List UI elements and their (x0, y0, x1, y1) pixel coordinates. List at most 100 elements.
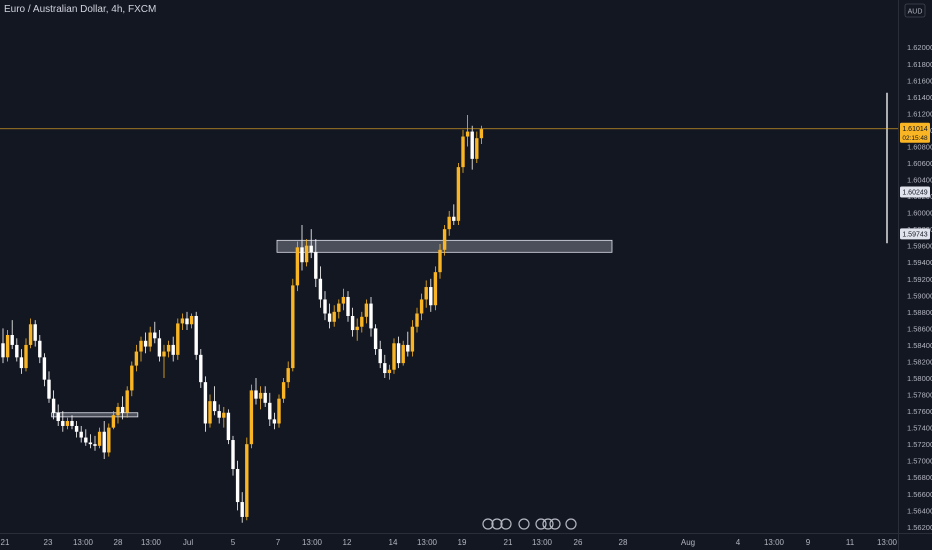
candle-body-72 (332, 311, 336, 322)
price-badge-2 (900, 228, 930, 240)
price-tick-2: 1.61600 (907, 76, 932, 85)
candle-body-76 (350, 315, 355, 331)
currency-badge[interactable]: AUD (904, 3, 926, 18)
candle-body-89 (410, 326, 415, 352)
candle-body-15 (70, 421, 74, 426)
candle-body-92 (424, 287, 428, 300)
price-tick-15: 1.59000 (907, 291, 932, 300)
candle-body-68 (314, 252, 318, 279)
price-tick-29: 1.56200 (907, 523, 932, 532)
candle-body-39 (180, 318, 185, 324)
candle-body-5 (24, 344, 28, 369)
candle-body-98 (452, 216, 456, 221)
candle-body-12 (56, 412, 60, 422)
candle-body-14 (65, 421, 70, 426)
price-badge-label-1: 1.60249 (902, 190, 927, 197)
chart-title: Euro / Australian Dollar, 4h, FXCM (4, 4, 157, 15)
price-tick-21: 1.57800 (907, 391, 932, 400)
candle-body-35 (162, 351, 166, 357)
candle-body-25 (116, 406, 120, 416)
price-tick-12: 1.59600 (907, 242, 932, 251)
time-tick-3: 28 (114, 538, 123, 547)
candle-body-51 (235, 468, 240, 503)
time-tick-4: 13:00 (141, 538, 162, 547)
time-tick-11: 13:00 (417, 538, 438, 547)
candle-body-42 (194, 315, 198, 355)
price-zones (51, 239, 613, 418)
candle-body-13 (61, 421, 65, 426)
time-tick-15: 26 (574, 538, 583, 547)
candle-body-3 (15, 344, 19, 358)
candle-body-69 (318, 278, 323, 300)
price-tick-20: 1.58000 (907, 374, 932, 383)
candle-body-101 (465, 131, 470, 137)
candle-body-59 (272, 419, 277, 424)
price-badge-label-2: 1.59743 (902, 231, 927, 238)
candle-body-33 (153, 332, 157, 339)
candle-body-82 (378, 349, 382, 364)
time-tick-2: 13:00 (73, 538, 94, 547)
candle-body-50 (231, 440, 235, 469)
candle-body-65 (300, 247, 304, 263)
candle-body-0 (1, 343, 5, 358)
price-tick-13: 1.59400 (907, 258, 932, 267)
candle-body-19 (88, 442, 93, 445)
candle-body-16 (74, 425, 79, 432)
candle-body-81 (373, 328, 378, 350)
time-tick-12: 19 (458, 538, 467, 547)
zone-1[interactable] (51, 412, 139, 418)
candle-body-93 (429, 287, 433, 306)
price-tick-16: 1.58800 (907, 308, 932, 317)
candle-body-36 (166, 344, 171, 352)
candle-body-22 (102, 431, 106, 453)
candle-body-2 (10, 335, 14, 345)
candle-body-8 (38, 340, 42, 358)
candle-body-90 (415, 313, 419, 327)
candle-body-32 (148, 332, 152, 347)
candle-body-49 (226, 412, 231, 441)
candle-body-45 (208, 401, 212, 424)
candle-body-48 (222, 412, 226, 418)
candle-body-29 (134, 351, 139, 366)
price-tick-23: 1.57400 (907, 424, 932, 433)
candle-body-97 (447, 216, 451, 230)
candle-body-10 (47, 379, 51, 399)
price-axis[interactable]: 1.620001.618001.616001.614001.612001.610… (907, 43, 932, 532)
candle-body-103 (475, 138, 479, 159)
candle-body-40 (185, 318, 189, 325)
candle-body-78 (360, 316, 364, 327)
price-tick-19: 1.58200 (907, 357, 932, 366)
price-badge-0 (900, 122, 930, 143)
event-icons[interactable] (482, 518, 577, 530)
price-badge-1 (900, 186, 930, 198)
time-axis[interactable]: 21 23 13:00 28 13:00 Jul 5 7 13:00 12 14 13:00 19 21 1… (1, 538, 898, 547)
price-tick-26: 1.56800 (907, 473, 932, 482)
candle-body-60 (277, 398, 281, 424)
candle-body-62 (286, 368, 290, 383)
candle-body-11 (51, 398, 56, 413)
candle-body-41 (189, 315, 194, 325)
time-tick-18: 4 (736, 538, 741, 547)
candle-body-99 (456, 167, 461, 221)
candle-body-54 (249, 390, 254, 445)
candle-body-1 (5, 335, 10, 358)
candle-body-18 (84, 437, 88, 443)
price-tick-1: 1.61800 (907, 60, 932, 69)
candle-body-21 (97, 431, 102, 446)
price-tick-28: 1.56400 (907, 506, 932, 515)
candle-body-75 (346, 296, 350, 316)
time-tick-19: 13:00 (764, 538, 785, 547)
time-tick-21: 11 (846, 538, 855, 547)
candle-body-17 (79, 431, 83, 438)
candle-body-4 (19, 357, 24, 369)
candle-body-66 (304, 245, 309, 263)
candle-body-31 (143, 340, 148, 347)
price-tick-25: 1.57000 (907, 457, 932, 466)
candle-body-88 (406, 344, 410, 352)
candle-body-86 (396, 343, 401, 364)
candle-body-94 (433, 272, 438, 306)
candle-body-38 (176, 323, 180, 355)
candle-body-57 (263, 392, 267, 403)
time-tick-1: 23 (44, 538, 53, 547)
